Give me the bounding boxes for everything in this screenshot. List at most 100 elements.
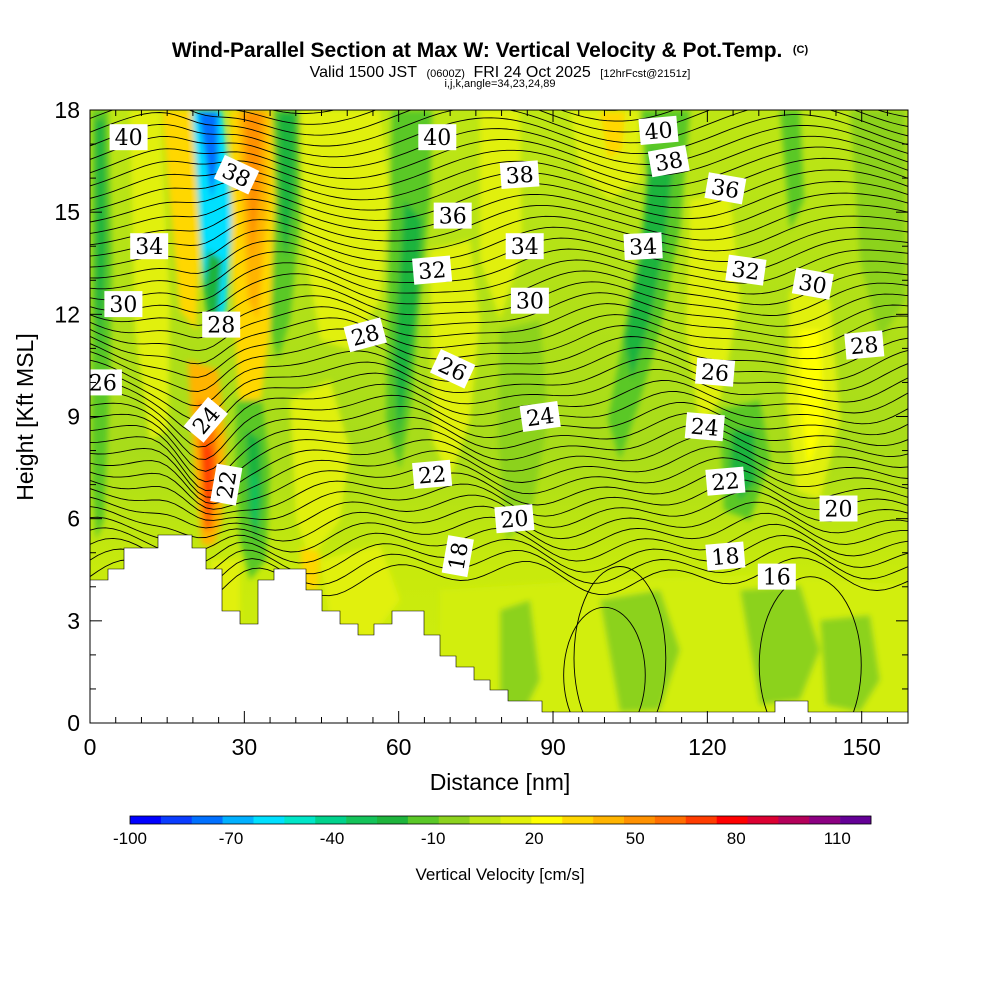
contour-line xyxy=(90,124,908,169)
terrain xyxy=(90,534,908,723)
contour-label: 40 xyxy=(418,124,457,151)
contour-line xyxy=(90,114,908,158)
contour-line xyxy=(90,181,908,223)
contour-label: 22 xyxy=(412,459,453,490)
contour-label-text: 26 xyxy=(700,360,730,387)
contour-label-text: 16 xyxy=(763,566,791,591)
contour-label: 24 xyxy=(684,412,725,442)
valid-time-utc: (0600Z) xyxy=(426,68,465,80)
chart-title: Wind-Parallel Section at Max W: Vertical… xyxy=(172,39,783,62)
contour-line xyxy=(90,534,908,578)
contour-label: 26 xyxy=(695,357,736,387)
contour-label: 22 xyxy=(210,463,243,506)
contour-label: 20 xyxy=(819,495,858,523)
x-axis-ticks: 0 30 60 90 120 150 xyxy=(84,110,888,760)
contour-label-text: 24 xyxy=(690,415,720,442)
contour-label-text: 40 xyxy=(115,126,143,151)
colorbar-tick-label: -40 xyxy=(320,829,345,848)
y-tick-label: 12 xyxy=(54,301,80,327)
forecast-info: [12hrFcst@2151z] xyxy=(600,68,690,80)
contour-label-text: 20 xyxy=(825,498,853,523)
contour-label: 24 xyxy=(519,400,561,433)
contour-loop xyxy=(563,606,646,723)
grid-info: i,j,k,angle=34,23,24,89 xyxy=(444,78,555,90)
contour-label-text: 22 xyxy=(213,469,242,501)
contour-label: 40 xyxy=(638,115,679,146)
contour-label-text: 38 xyxy=(653,148,685,177)
contour-label-text: 36 xyxy=(709,175,741,204)
contour-label: 40 xyxy=(109,124,148,151)
colorbar-swatch xyxy=(469,816,501,824)
contour-label-text: 18 xyxy=(445,540,474,572)
contour-line xyxy=(90,325,908,378)
contour-label: 32 xyxy=(412,255,453,285)
colorbar-tick-label: -100 xyxy=(113,829,147,848)
colorbar-swatch xyxy=(315,816,347,824)
contour-label: 16 xyxy=(757,563,796,591)
contour-label-text: 32 xyxy=(730,257,761,286)
x-tick-label: 30 xyxy=(232,734,258,760)
contour-label: 38 xyxy=(647,144,690,177)
colorbar-tick-label: 50 xyxy=(626,829,645,848)
contour-line xyxy=(90,204,908,246)
contour-line xyxy=(90,479,908,521)
contour-label-text: 38 xyxy=(505,163,535,190)
colorbar-swatch xyxy=(438,816,470,824)
contour-label: 18 xyxy=(705,541,746,571)
colorbar-swatch xyxy=(778,816,810,824)
colorbar-tick-label: 80 xyxy=(727,829,746,848)
colorbar-swatch xyxy=(716,816,748,824)
contour-label: 34 xyxy=(130,233,169,260)
contour-label-text: 22 xyxy=(710,469,740,496)
contour-label-text: 30 xyxy=(109,293,137,318)
contour-label: 28 xyxy=(343,317,387,353)
contour-label-text: 26 xyxy=(89,371,117,396)
contour-label: 36 xyxy=(704,172,747,205)
svg-text:Valid 1500 JST (0600Z): Valid 1500 JST (0600Z) FRI 24 Oct 2025 [… xyxy=(310,64,691,81)
contour-line xyxy=(90,468,908,516)
contour-label-text: 40 xyxy=(644,118,674,145)
colorbar-swatch xyxy=(747,816,779,824)
contour-label-text: 18 xyxy=(710,544,740,571)
contour-label-text: 34 xyxy=(135,235,163,260)
contour-label: 34 xyxy=(505,233,544,260)
colorbar-swatch xyxy=(593,816,625,824)
colorbar-tick-label: -10 xyxy=(421,829,446,848)
contour-label-text: 24 xyxy=(525,404,556,433)
contour-label: 22 xyxy=(705,466,746,496)
contour-line xyxy=(90,546,908,591)
contour-line xyxy=(90,347,908,407)
x-tick-label: 90 xyxy=(540,734,566,760)
colorbar-swatch xyxy=(840,816,872,824)
contour-line xyxy=(90,380,908,448)
y-tick-label: 0 xyxy=(67,710,80,736)
contour-label: 30 xyxy=(791,267,834,300)
contour-label-text: 30 xyxy=(516,290,544,315)
contour-line xyxy=(90,237,908,279)
contour-label: 30 xyxy=(104,291,143,318)
contour-line xyxy=(90,391,908,460)
colorbar-tick-label: 20 xyxy=(525,829,544,848)
colorbar-swatch xyxy=(284,816,316,824)
x-tick-label: 60 xyxy=(386,734,412,760)
contour-label-text: 30 xyxy=(797,270,829,299)
contour-label: 28 xyxy=(202,311,241,339)
colorbar-tick-label: -70 xyxy=(219,829,244,848)
contour-line xyxy=(90,226,908,268)
contour-line xyxy=(90,110,908,147)
valid-time: Valid 1500 JST xyxy=(310,64,418,81)
contour-label: 28 xyxy=(844,330,885,360)
contour-label-text: 34 xyxy=(629,234,658,260)
contour-line xyxy=(90,457,908,510)
contour-line xyxy=(90,490,908,531)
colorbar-swatch xyxy=(562,816,594,824)
colorbar-swatch xyxy=(191,816,223,824)
y-tick-label: 6 xyxy=(67,506,80,532)
x-tick-label: 150 xyxy=(843,734,881,760)
contour-line xyxy=(90,248,908,290)
y-tick-label: 18 xyxy=(54,97,80,123)
contour-line xyxy=(90,215,908,257)
colorbar-swatch xyxy=(160,816,193,824)
x-axis-label: Distance [nm] xyxy=(430,769,571,795)
